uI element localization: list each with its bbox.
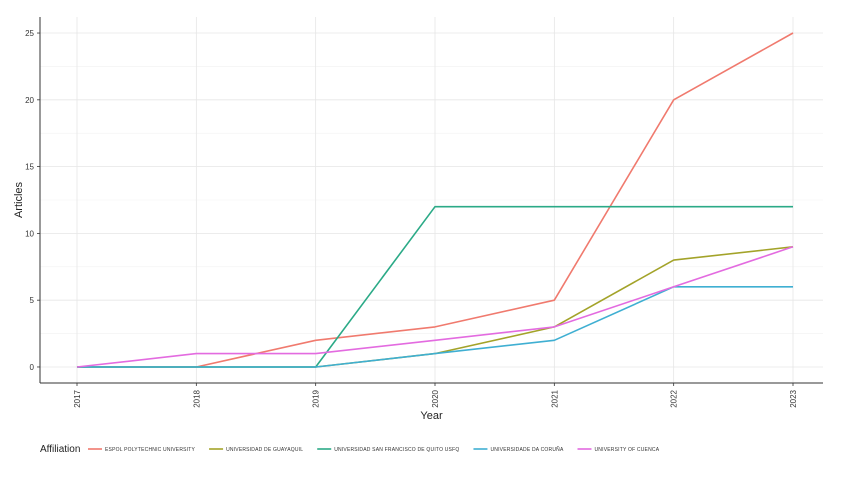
axes xyxy=(37,17,823,386)
grid xyxy=(40,17,823,383)
x-tick-label: 2018 xyxy=(192,389,201,407)
x-tick-label: 2020 xyxy=(431,389,440,407)
series-line xyxy=(76,246,794,368)
x-tick-label: 2017 xyxy=(73,389,82,407)
tick-labels: 0 5 10 15 20 25 2017 2018 2019 2020 2021 2022 2023 xyxy=(25,29,798,408)
x-tick-label: 2022 xyxy=(670,389,679,407)
y-tick-label: 25 xyxy=(25,29,34,38)
y-tick-label: 15 xyxy=(25,163,34,172)
y-tick-label: 10 xyxy=(25,229,34,238)
legend: Affiliation ESPOL POLYTECHNIC UNIVERSITY… xyxy=(40,444,659,455)
series-lines xyxy=(76,32,794,368)
legend-label: UNIVERSIDADE DA CORUÑA xyxy=(490,446,563,453)
legend-label: UNIVERSIDAD SAN FRANCISCO DE QUITO USFQ xyxy=(334,447,459,453)
legend-label: UNIVERSIDAD DE GUAYAQUIL xyxy=(226,447,303,453)
x-tick-label: 2023 xyxy=(789,389,798,407)
y-tick-label: 0 xyxy=(30,363,35,372)
y-tick-label: 20 xyxy=(25,96,34,105)
legend-label: ESPOL POLYTECHNIC UNIVERSITY xyxy=(105,447,196,453)
x-tick-label: 2021 xyxy=(550,389,559,407)
legend-label: UNIVERSITY OF CUENCA xyxy=(594,447,659,453)
x-axis-title: Year xyxy=(420,410,443,422)
y-tick-label: 5 xyxy=(30,296,35,305)
y-axis-title: Articles xyxy=(13,181,25,218)
legend-title: Affiliation xyxy=(40,444,80,455)
x-tick-label: 2019 xyxy=(312,389,321,407)
